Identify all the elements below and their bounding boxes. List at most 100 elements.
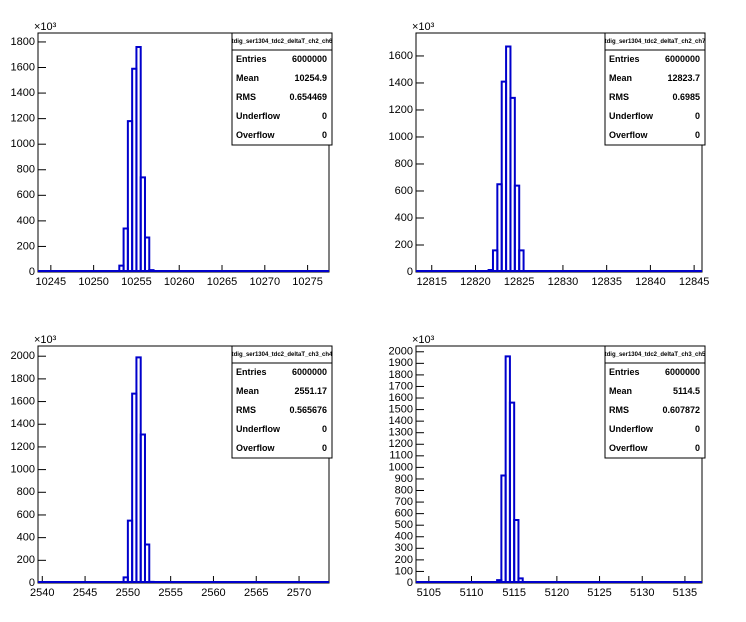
x-tick-label: 12820 [460, 276, 491, 288]
stats-label: Entries [236, 367, 267, 377]
x-tick-label: 10270 [250, 276, 281, 288]
y-tick-label: 1600 [11, 61, 35, 73]
y-tick-label: 800 [17, 486, 35, 498]
y-tick-label: 800 [395, 158, 413, 170]
x-tick-label: 12815 [416, 276, 447, 288]
x-tick-label: 5110 [460, 587, 484, 599]
y-tick-label: 200 [17, 240, 35, 252]
stats-label: RMS [236, 405, 256, 415]
stats-value: 0.654469 [289, 92, 327, 102]
stats-value: 0 [695, 111, 700, 121]
y-tick-label: 200 [395, 239, 413, 251]
stats-label: RMS [236, 92, 256, 102]
y-tick-label: 400 [17, 532, 35, 544]
stats-label: RMS [609, 405, 629, 415]
x-tick-label: 5120 [545, 587, 569, 599]
stats-label: Entries [609, 54, 640, 64]
stats-label: Overflow [236, 130, 276, 140]
y-tick-label: 1400 [11, 87, 35, 99]
stats-label: Entries [609, 367, 640, 377]
y-tick-label: 0 [29, 266, 35, 278]
stats-title: tdig_ser1304_tdc2_deltaT_ch3_ch5 [605, 352, 706, 358]
stats-value: 0 [322, 111, 327, 121]
histogram-bin [143, 543, 151, 582]
histogram-bin [139, 433, 146, 582]
y-tick-label: 600 [17, 509, 35, 521]
x-tick-label: 12845 [679, 276, 710, 288]
histogram-bin [143, 236, 151, 271]
y-tick-label: 0 [407, 577, 413, 589]
y-tick-label: 1600 [11, 395, 35, 407]
histogram-bin [518, 249, 525, 271]
y-tick-label: 400 [395, 212, 413, 224]
stats-box [604, 32, 706, 146]
stats-value: 12823.7 [667, 73, 700, 83]
y-tick-label: 1100 [389, 450, 413, 462]
y-tick-label: 600 [17, 189, 35, 201]
histogram-panel: ×10³ 0 200 400 600 800 1000 1200 1400 1600 1800 102… [11, 21, 334, 288]
y-tick-label: 1600 [389, 50, 413, 62]
y-tick-label: 1000 [11, 138, 35, 150]
stats-label: Mean [609, 386, 632, 396]
y-tick-label: 2000 [389, 346, 413, 358]
y-tick-label: 1000 [11, 464, 35, 476]
y-tick-label: 900 [395, 473, 413, 485]
y-tick-label: 1200 [389, 438, 413, 450]
y-tick-label: 2000 [11, 350, 35, 362]
y-tick-label: 1400 [389, 415, 413, 427]
histogram-panel: ×10³ 0 200 400 600 800 1000 1200 1400 1600 1800 200… [11, 334, 334, 599]
y-tick-label: 300 [395, 542, 413, 554]
y-multiplier: ×10³ [34, 21, 57, 33]
y-tick-label: 400 [395, 531, 413, 543]
y-tick-label: 1000 [389, 131, 413, 143]
x-tick-label: 12830 [548, 276, 579, 288]
x-tick-label: 2560 [201, 587, 225, 599]
histogram-bin [135, 46, 142, 271]
y-tick-label: 800 [17, 164, 35, 176]
stats-value: 10254.9 [294, 73, 327, 83]
histogram-bin [513, 184, 521, 271]
stats-value: 0 [695, 443, 700, 453]
stats-value: 0 [322, 424, 327, 434]
y-tick-label: 0 [407, 266, 413, 278]
stats-title: tdig_ser1304_tdc2_deltaT_ch3_ch4 [232, 352, 333, 358]
x-tick-label: 2565 [244, 587, 268, 599]
x-tick-label: 10245 [36, 276, 67, 288]
y-tick-label: 1200 [11, 113, 35, 125]
y-tick-label: 1400 [389, 77, 413, 89]
y-tick-label: 0 [29, 577, 35, 589]
stats-value: 6000000 [292, 367, 327, 377]
stats-value: 0.565676 [289, 405, 327, 415]
y-multiplier: ×10³ [412, 334, 435, 346]
y-tick-label: 1000 [389, 461, 413, 473]
histogram-bin [513, 518, 520, 582]
stats-value: 5114.5 [673, 386, 700, 396]
x-tick-label: 5115 [502, 587, 526, 599]
y-tick-label: 1900 [389, 357, 413, 369]
y-multiplier: ×10³ [412, 21, 435, 33]
stats-value: 0.6985 [672, 92, 700, 102]
x-tick-label: 2570 [287, 587, 311, 599]
stats-label: Overflow [609, 130, 649, 140]
stats-label: Underflow [236, 111, 281, 121]
x-tick-label: 12835 [591, 276, 622, 288]
stats-title: tdig_ser1304_tdc2_deltaT_ch2_ch6 [232, 39, 333, 45]
x-tick-label: 5135 [673, 587, 697, 599]
stats-value: 0 [322, 443, 327, 453]
stats-label: Entries [236, 54, 267, 64]
y-tick-label: 600 [395, 185, 413, 197]
y-tick-label: 1200 [11, 441, 35, 453]
histogram-bin [139, 176, 146, 271]
histogram-bin [508, 401, 516, 582]
stats-box [231, 32, 333, 146]
stats-value: 0 [695, 424, 700, 434]
x-tick-label: 12825 [504, 276, 535, 288]
y-tick-label: 200 [17, 554, 35, 566]
x-tick-label: 2550 [116, 587, 140, 599]
y-tick-label: 500 [395, 519, 413, 531]
histogram-bin [148, 269, 155, 272]
y-tick-label: 600 [395, 508, 413, 520]
stats-title: tdig_ser1304_tdc2_deltaT_ch2_ch7 [605, 39, 706, 45]
y-tick-label: 1800 [11, 373, 35, 385]
stats-label: Mean [609, 73, 632, 83]
